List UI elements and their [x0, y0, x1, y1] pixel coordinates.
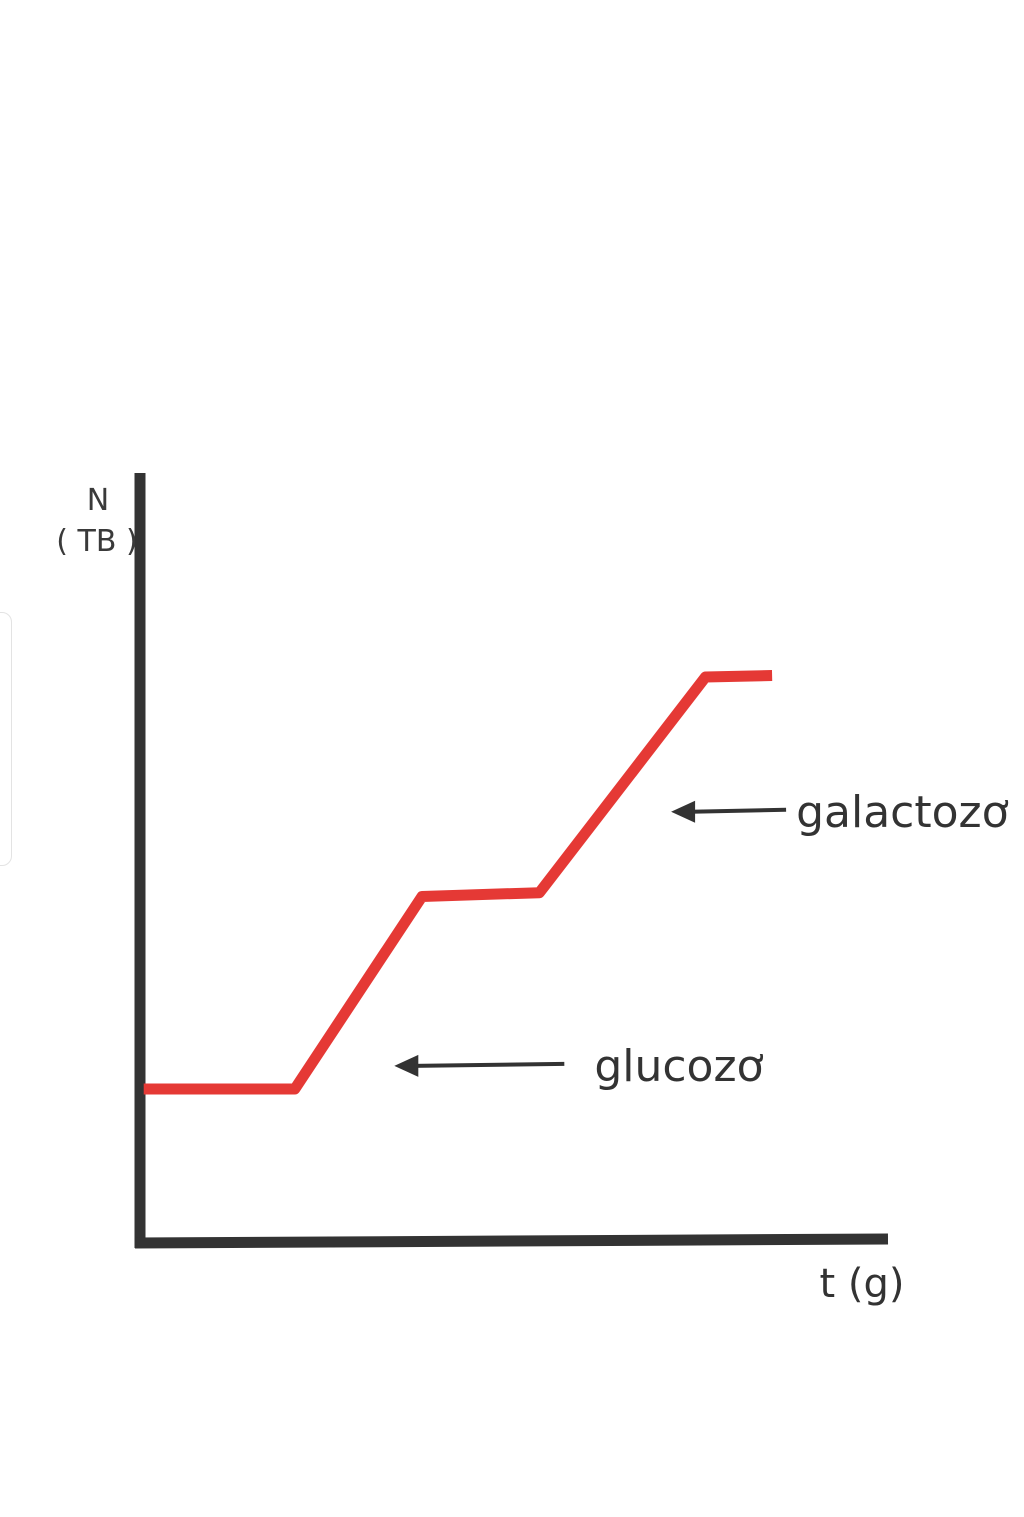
annotation-label: galactozơ: [796, 787, 1009, 838]
annotation-layer: galactozơ glucozơ: [394, 787, 1009, 1092]
x-axis: [134, 1233, 889, 1249]
annotation-0: galactozơ: [671, 787, 1009, 838]
arrow-head-icon: [394, 1054, 419, 1077]
arrow-head-icon: [671, 800, 696, 823]
label-layer: N ( TB ) t (g): [56, 483, 904, 1307]
y-axis-label-line1: N: [87, 483, 109, 518]
annotation-label: glucozơ: [594, 1041, 763, 1092]
series-line-0: [143, 670, 773, 1095]
arrow-shaft: [414, 1061, 565, 1068]
y-axis-label-line2: ( TB ): [56, 524, 137, 559]
annotation-1: glucozơ: [394, 1041, 764, 1092]
axes: [134, 473, 889, 1249]
series-layer: [143, 670, 773, 1095]
arrow-shaft: [691, 807, 787, 814]
x-axis-label: t (g): [820, 1261, 905, 1307]
